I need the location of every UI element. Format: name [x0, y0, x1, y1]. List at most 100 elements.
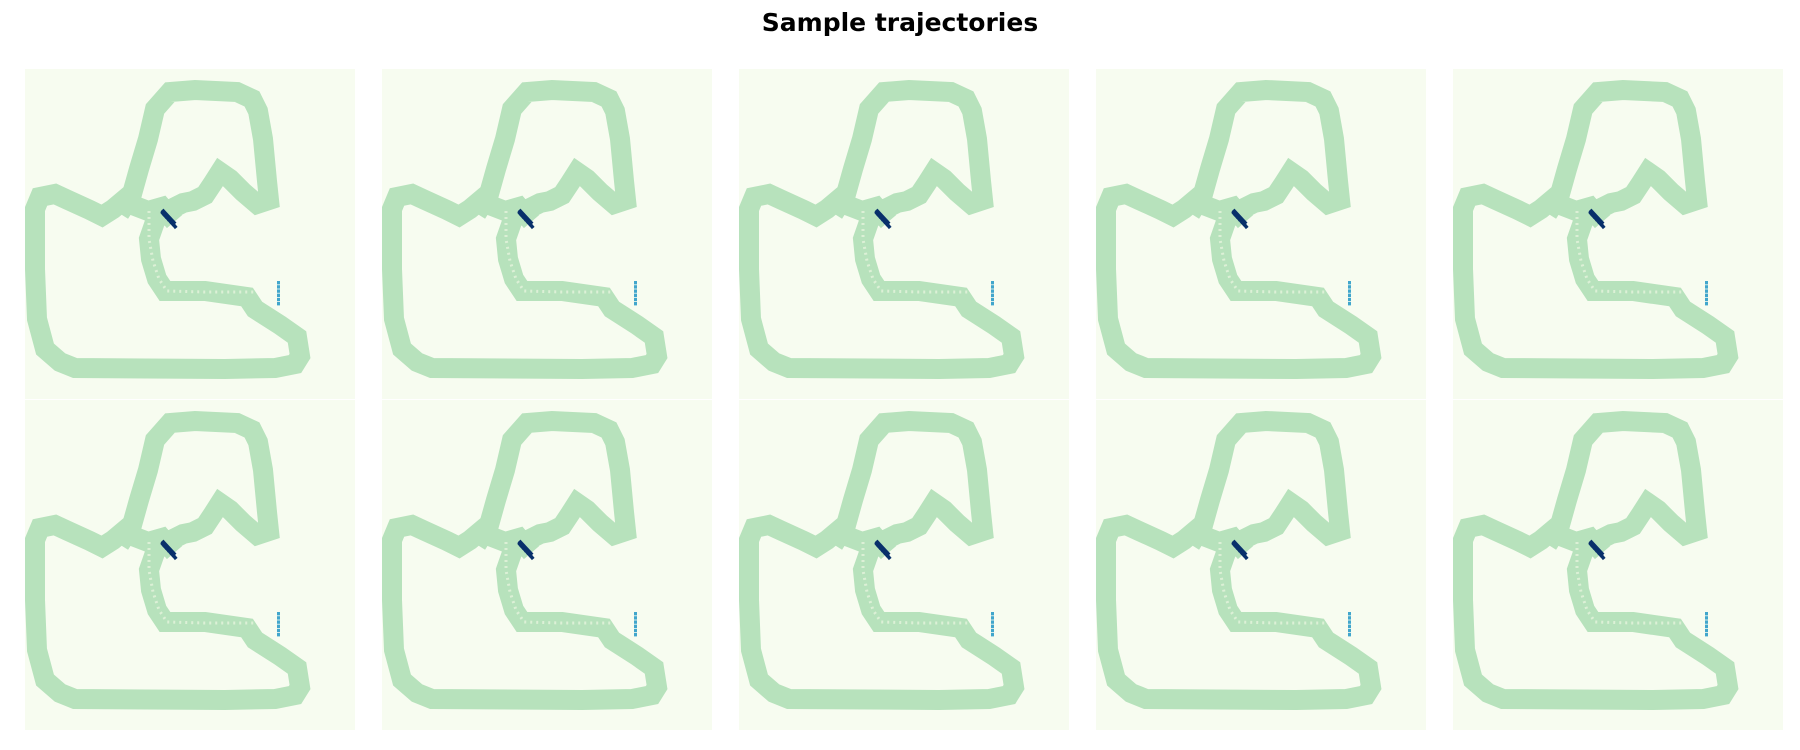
- trajectory-cells: [1218, 211, 1326, 294]
- finish-cell: [277, 628, 280, 633]
- finish-cell: [1348, 624, 1351, 628]
- finish-cell: [277, 633, 280, 637]
- start-line: [874, 208, 892, 230]
- finish-cell: [1348, 289, 1351, 293]
- finish-line: [991, 612, 994, 637]
- finish-cell: [991, 302, 994, 306]
- trajectory-cells: [147, 542, 255, 625]
- trajectory-cells: [504, 211, 612, 294]
- start-line-stroke: [160, 539, 177, 557]
- finish-cell: [1348, 285, 1351, 289]
- figure-title: Sample trajectories: [761, 8, 1039, 37]
- track-cells: [382, 79, 668, 380]
- trajectory-panel-2: [382, 69, 712, 399]
- trajectory-cells: [1218, 542, 1326, 625]
- track-cells: [1453, 410, 1739, 711]
- start-line: [874, 539, 892, 561]
- finish-cell: [277, 612, 280, 616]
- finish-line: [277, 281, 280, 306]
- finish-cell: [1705, 628, 1708, 633]
- start-line-stroke: [1588, 208, 1605, 226]
- trajectory-panel-6: [25, 400, 355, 730]
- finish-cell: [1705, 297, 1708, 302]
- finish-cell: [277, 616, 280, 620]
- finish-cell: [634, 297, 637, 302]
- start-line-stroke: [1588, 539, 1605, 557]
- trajectory-panel-4: [1096, 69, 1426, 399]
- finish-cell: [1348, 612, 1351, 616]
- finish-cell: [277, 293, 280, 297]
- finish-cell: [277, 302, 280, 306]
- finish-cell: [1348, 297, 1351, 302]
- finish-cell: [634, 302, 637, 306]
- finish-cell: [1348, 628, 1351, 633]
- track-cells: [25, 410, 311, 711]
- finish-cell: [1348, 616, 1351, 620]
- finish-cell: [991, 616, 994, 620]
- finish-cell: [991, 289, 994, 293]
- finish-line: [1348, 612, 1351, 637]
- heatmap-6: [25, 400, 355, 730]
- trajectory-cells: [861, 211, 969, 294]
- track-cells: [739, 79, 1025, 380]
- finish-line: [1705, 612, 1708, 637]
- trajectory-panel-3: [739, 69, 1069, 399]
- finish-cell: [1348, 633, 1351, 637]
- finish-cell: [634, 289, 637, 293]
- start-line: [517, 539, 535, 561]
- finish-cell: [991, 285, 994, 289]
- track-cells: [739, 410, 1025, 711]
- finish-cell: [634, 628, 637, 633]
- heatmap-5: [1453, 69, 1783, 399]
- finish-cell: [277, 285, 280, 289]
- finish-cell: [1705, 302, 1708, 306]
- finish-line: [277, 612, 280, 637]
- start-line: [1231, 539, 1249, 561]
- finish-cell: [1705, 616, 1708, 620]
- finish-cell: [1705, 289, 1708, 293]
- finish-cell: [1348, 620, 1351, 624]
- start-line: [517, 208, 535, 230]
- finish-line: [1705, 281, 1708, 306]
- start-line-stroke: [874, 539, 891, 557]
- finish-cell: [1705, 633, 1708, 637]
- track-cells: [1096, 410, 1382, 711]
- finish-cell: [277, 281, 280, 285]
- start-line-stroke: [517, 208, 534, 226]
- heatmap-4: [1096, 69, 1426, 399]
- finish-cell: [991, 612, 994, 616]
- trajectory-cells: [1575, 542, 1683, 625]
- finish-line: [634, 281, 637, 306]
- finish-cell: [1348, 293, 1351, 297]
- trajectory-cells: [147, 211, 255, 294]
- trajectory-cells: [861, 542, 969, 625]
- heatmap-3: [739, 69, 1069, 399]
- trajectory-cells: [1575, 211, 1683, 294]
- finish-cell: [991, 281, 994, 285]
- finish-cell: [1705, 285, 1708, 289]
- finish-cell: [991, 293, 994, 297]
- heatmap-9: [1096, 400, 1426, 730]
- finish-cell: [991, 297, 994, 302]
- finish-cell: [1705, 624, 1708, 628]
- finish-line: [1348, 281, 1351, 306]
- finish-cell: [991, 624, 994, 628]
- finish-cell: [1705, 293, 1708, 297]
- finish-cell: [277, 624, 280, 628]
- start-line: [1231, 208, 1249, 230]
- finish-cell: [277, 289, 280, 293]
- finish-line: [991, 281, 994, 306]
- start-line-stroke: [517, 539, 534, 557]
- finish-cell: [277, 620, 280, 624]
- start-line: [1588, 539, 1606, 561]
- finish-cell: [634, 281, 637, 285]
- finish-cell: [1705, 620, 1708, 624]
- start-line: [1588, 208, 1606, 230]
- finish-cell: [634, 616, 637, 620]
- trajectory-cells: [504, 542, 612, 625]
- trajectory-panel-5: [1453, 69, 1783, 399]
- finish-cell: [1348, 302, 1351, 306]
- start-line-stroke: [1231, 539, 1248, 557]
- trajectory-panel-1: [25, 69, 355, 399]
- start-line-stroke: [160, 208, 177, 226]
